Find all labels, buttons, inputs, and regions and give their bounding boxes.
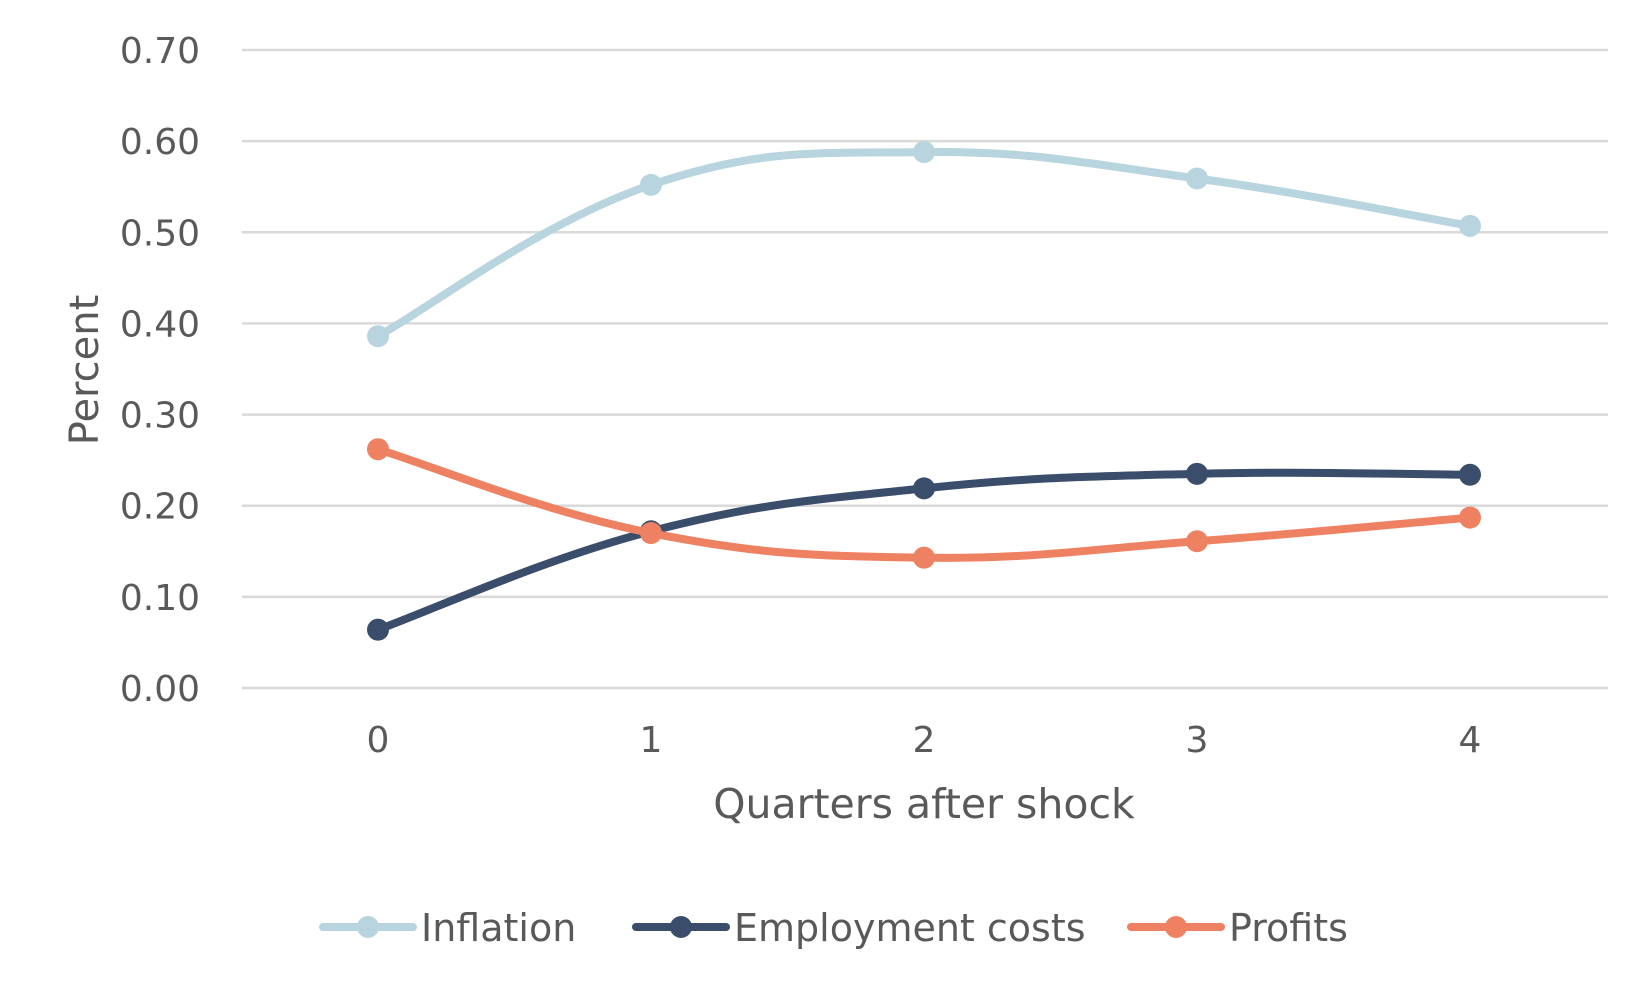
legend-label: Inflation xyxy=(421,906,576,950)
data-point xyxy=(640,173,662,196)
y-axis-label: Percent xyxy=(62,295,108,446)
data-point xyxy=(367,618,389,641)
y-tick-label: 0.20 xyxy=(120,487,200,528)
data-point xyxy=(367,325,389,348)
series-profits xyxy=(367,438,1481,569)
series-inflation xyxy=(367,141,1481,348)
legend-label: Employment costs xyxy=(734,906,1086,950)
series-line xyxy=(374,445,1474,562)
y-tick-label: 0.30 xyxy=(120,396,200,437)
data-point xyxy=(1186,530,1208,553)
legend-marker-icon xyxy=(1165,916,1187,938)
legend-item: Inflation xyxy=(319,906,576,950)
legend-item: Employment costs xyxy=(632,906,1086,950)
x-tick-label: 1 xyxy=(640,720,663,761)
x-tick-label: 4 xyxy=(1459,720,1482,761)
data-point xyxy=(913,141,935,164)
data-point xyxy=(1459,214,1481,237)
y-tick-label: 0.10 xyxy=(120,578,200,619)
data-point xyxy=(913,477,935,500)
y-tick-label: 0.00 xyxy=(120,669,200,710)
data-point xyxy=(913,546,935,569)
series-line xyxy=(374,147,1474,341)
x-axis-label: Quarters after shock xyxy=(713,780,1135,828)
data-point xyxy=(367,438,389,461)
data-point xyxy=(1459,506,1481,529)
series-lines xyxy=(367,141,1481,641)
data-point xyxy=(1186,167,1208,190)
data-point xyxy=(1186,462,1208,485)
x-tick-label: 0 xyxy=(367,720,390,761)
y-tick-label: 0.50 xyxy=(120,213,200,254)
x-tick-label: 2 xyxy=(913,720,936,761)
data-point xyxy=(640,522,662,545)
y-tick-label: 0.70 xyxy=(120,31,200,72)
legend-marker-icon xyxy=(357,916,379,938)
legend: Inflation Employment costs Profits xyxy=(319,906,1348,950)
data-point xyxy=(1459,463,1481,486)
legend-label: Profits xyxy=(1229,906,1348,950)
legend-marker-icon xyxy=(670,916,692,938)
legend-item: Profits xyxy=(1127,906,1348,950)
y-tick-label: 0.40 xyxy=(120,304,200,345)
x-axis-ticks: 0 1 2 3 4 xyxy=(367,720,1482,761)
y-axis-ticks: 0.00 0.10 0.20 0.30 0.40 0.50 0.60 0.70 xyxy=(120,31,200,710)
x-tick-label: 3 xyxy=(1186,720,1209,761)
y-tick-label: 0.60 xyxy=(120,122,200,163)
